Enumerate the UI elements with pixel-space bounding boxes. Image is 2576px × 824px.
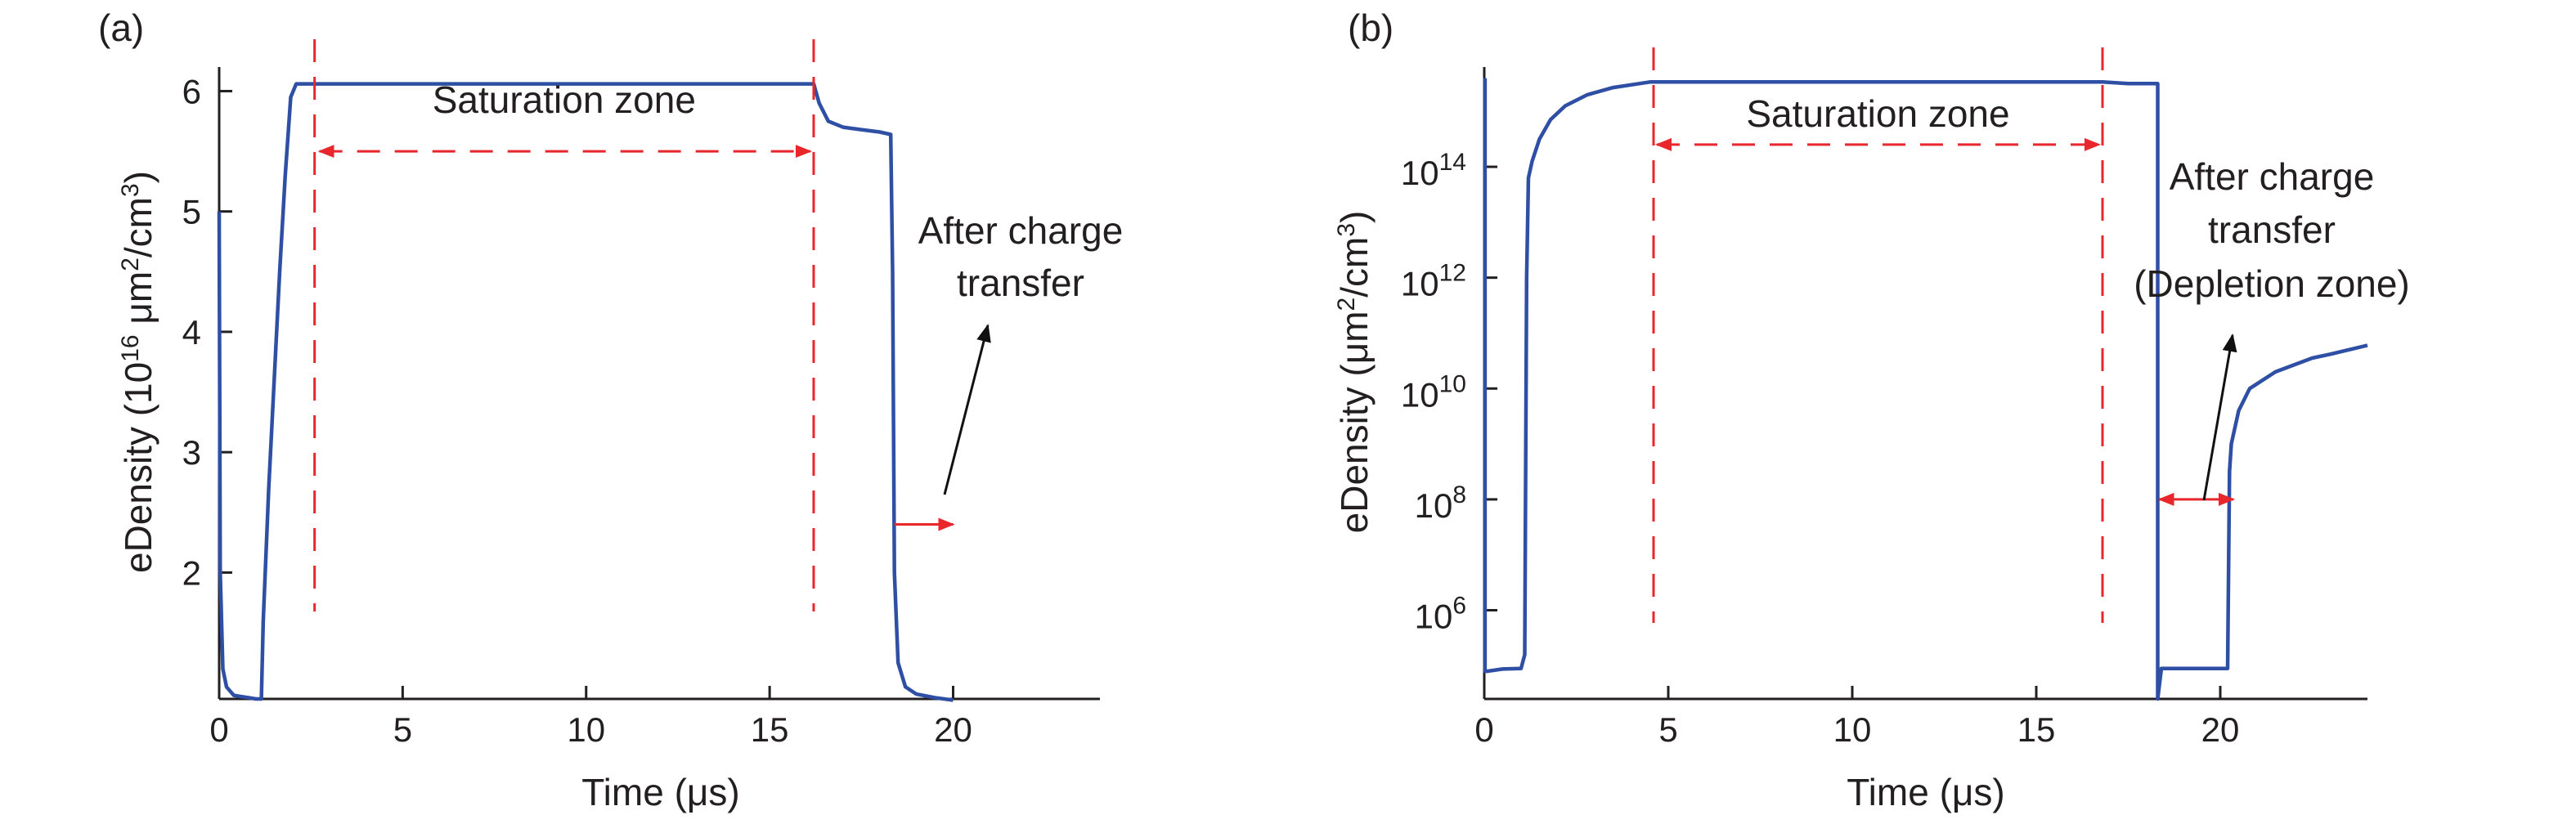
y-tick-label: 1012: [1401, 260, 1466, 303]
panel-b-y-axis-label: eDensity (μm2/cm3): [1333, 211, 1376, 534]
x-tick-label: 15: [751, 710, 789, 749]
x-tick-label: 20: [2201, 710, 2240, 749]
y-label-part: /cm: [117, 197, 159, 258]
panel-a-y-ticks: 2 3 4 5 6: [182, 72, 232, 592]
panel-b-after-label-line1: After charge: [2170, 155, 2375, 198]
panel-b-series-line: [1483, 78, 2368, 701]
y-tick-label: 6: [182, 72, 201, 110]
x-tick-label: 15: [2017, 710, 2056, 749]
y-label-part: 2: [117, 258, 144, 271]
x-tick-label: 0: [209, 710, 228, 749]
panel-a-x-ticks: 0 5 10 15 20: [209, 686, 972, 749]
panel-a-pointer-arrow: [943, 324, 991, 495]
panel-b-x-ticks: 0 5 10 15 20: [1474, 686, 2239, 749]
panel-b-pointer-arrow: [2202, 334, 2237, 501]
x-tick-label: 0: [1474, 710, 1493, 749]
x-tick-label: 5: [393, 710, 412, 749]
y-tick-label: 106: [1415, 593, 1466, 636]
y-label-part: ): [117, 171, 159, 183]
panel-b: (b) 0 5 10 15 20 106 108 1010 1012 1014 Time (μs…: [1333, 7, 2410, 813]
y-tick-label: 4: [182, 313, 201, 352]
panel-b-y-ticks: 106 108 1010 1012 1014: [1401, 149, 1497, 636]
panel-b-after-label-line3: (Depletion zone): [2134, 262, 2410, 305]
y-label-part: 16: [117, 334, 144, 361]
x-tick-label: 20: [934, 710, 972, 749]
y-tick-label: 2: [182, 553, 201, 592]
y-label-part: 3: [117, 183, 144, 197]
panel-a-x-axis-label: Time (μs): [581, 771, 739, 813]
panel-a-after-label-line1: After charge: [918, 209, 1124, 252]
y-tick-label: 5: [182, 193, 201, 231]
panel-a-series-line: [217, 82, 954, 702]
panel-b-after-label-line2: transfer: [2208, 208, 2336, 251]
y-tick-label: 1010: [1401, 370, 1466, 414]
y-label-part: 2: [1333, 298, 1360, 311]
panel-b-label: (b): [1348, 7, 1393, 49]
y-label-part: 3: [1333, 223, 1360, 237]
panel-a-after-label-line2: transfer: [957, 262, 1084, 304]
y-label-part: μm: [117, 271, 159, 335]
x-tick-label: 10: [567, 710, 605, 749]
x-tick-label: 10: [1833, 710, 1872, 749]
y-tick-label: 1014: [1401, 149, 1466, 192]
x-tick-label: 5: [1658, 710, 1677, 749]
panel-b-x-axis-label: Time (μs): [1847, 771, 2004, 813]
y-tick-label: 3: [182, 433, 201, 472]
panel-a-y-axis-label: eDensity (1016 μm2/cm3): [117, 171, 159, 573]
y-label-part: eDensity (μm: [1333, 311, 1376, 533]
y-label-part: eDensity (10: [117, 362, 159, 573]
panel-a-label: (a): [98, 7, 144, 49]
y-tick-label: 108: [1415, 481, 1466, 525]
y-label-part: /cm: [1333, 237, 1376, 298]
y-label-part: ): [1333, 211, 1376, 223]
panel-a: (a) 0 5 10 15 20 2 3 4 5 6 Time (μs) eDensity (1…: [98, 7, 1123, 813]
panel-b-saturation-label: Saturation zone: [1746, 92, 2009, 135]
panel-a-saturation-label: Saturation zone: [433, 78, 696, 121]
